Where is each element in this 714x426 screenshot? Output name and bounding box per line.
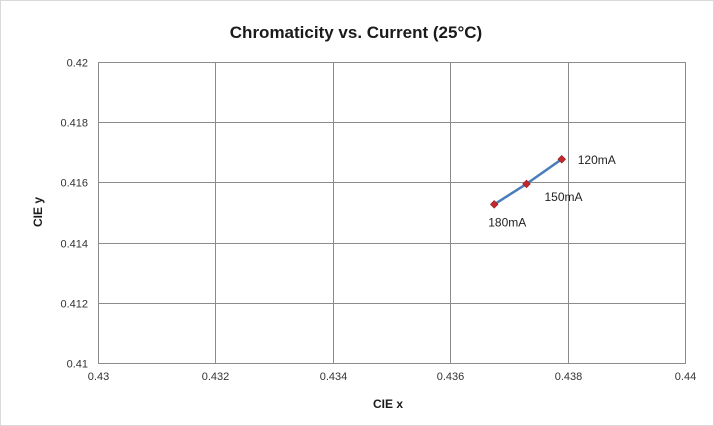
data-point-marker: [522, 179, 531, 189]
data-point-marker: [489, 200, 499, 209]
gridlines: [98, 62, 686, 364]
x-tick-label: 0.43: [88, 371, 109, 383]
y-tick-label: 0.418: [60, 118, 88, 130]
data-point-marker: [557, 154, 567, 164]
x-axis-title: CIE x: [373, 397, 403, 411]
y-tick-label: 0.414: [60, 239, 88, 251]
x-tick-label: 0.434: [320, 371, 348, 383]
data-label: 120mA: [578, 153, 616, 167]
y-tick-label: 0.416: [60, 178, 88, 190]
data-label: 180mA: [488, 215, 526, 229]
y-tick-label: 0.41: [67, 359, 88, 371]
point-labels: 120mA 150mA 180mA: [488, 153, 616, 229]
tick-labels: 0.43 0.432 0.434 0.436 0.438 0.44 0.41 0.412 0.4…: [60, 58, 696, 384]
y-axis-title: CIE y: [31, 197, 45, 227]
y-tick-label: 0.42: [67, 58, 88, 70]
x-tick-label: 0.436: [437, 371, 465, 383]
data-label: 150mA: [545, 190, 583, 204]
chart-title: Chromaticity vs. Current (25°C): [230, 23, 482, 42]
data-series: [489, 154, 567, 209]
x-tick-label: 0.432: [202, 371, 230, 383]
x-tick-label: 0.438: [555, 371, 583, 383]
plot-area-border: [98, 62, 686, 364]
y-tick-label: 0.412: [60, 299, 88, 311]
x-tick-label: 0.44: [675, 371, 696, 383]
